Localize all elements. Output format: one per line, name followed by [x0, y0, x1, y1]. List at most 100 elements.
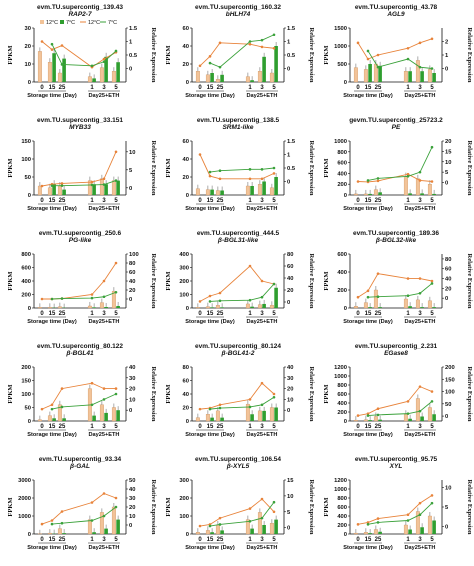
x-tick-label: 5: [430, 85, 434, 91]
x-tick-label: 3: [102, 424, 106, 430]
bar-7c: [250, 186, 254, 195]
series-12c-point: [430, 390, 434, 393]
series-7c-point: [430, 145, 434, 149]
series-12c-point: [356, 523, 360, 526]
y-tick-label-left: 20: [183, 175, 189, 181]
y-tick-label-right: 80: [129, 261, 135, 267]
bar-7c: [52, 53, 56, 82]
x-group-label-storage: Storage time (Day): [185, 432, 235, 438]
chart-subtitle: RAP2-7: [68, 11, 92, 18]
series-12c-point: [218, 41, 222, 45]
bar-12c: [215, 410, 220, 422]
bar-7c: [378, 192, 382, 195]
y-tick-label-right: 1.5: [287, 26, 296, 32]
series-7c-point: [406, 57, 410, 61]
series-12c-point: [208, 294, 212, 298]
y-axis-label-right: Relative Expression: [466, 141, 473, 196]
y-tick-label-left: 0: [186, 80, 189, 86]
series-7c-point: [218, 406, 222, 410]
x-tick-label: 3: [418, 537, 422, 543]
bar-12c: [87, 76, 92, 83]
y-axis-label-left: FPKM: [7, 497, 14, 516]
bar-12c: [269, 72, 274, 83]
x-tick-label: 5: [114, 424, 118, 430]
series-7c-point: [272, 166, 276, 170]
y-tick-label-right: 40: [287, 276, 293, 282]
y-tick-label-left: 40: [183, 44, 189, 50]
bar-12c: [373, 529, 378, 535]
x-group-label-storage: Storage time (Day): [343, 93, 393, 99]
series-12c-point: [60, 510, 64, 513]
series-7c-point: [50, 407, 54, 411]
bar-12c: [205, 530, 210, 535]
chart-title: evm.TU.supercontig_160.32: [195, 4, 281, 11]
y-tick-label-right: 0: [287, 300, 290, 306]
series-7c-point: [248, 405, 252, 409]
series-12c-point: [272, 172, 276, 175]
series-12c-point: [60, 182, 64, 185]
chart-panel: evm.TU.supercontig_80.122 β-BGL41 FPKM Rela…: [0, 339, 158, 452]
series-12c-line: [41, 492, 117, 525]
y-tick-label-left: 100: [179, 514, 189, 520]
series-7c-point: [102, 514, 106, 518]
x-group-label-storage: Storage time (Day): [185, 319, 235, 325]
y-axis-label-right: Relative Expression: [150, 254, 157, 309]
bar-7c: [368, 193, 372, 195]
y-tick-label-right: 1: [129, 40, 133, 46]
series-7c-point: [418, 170, 422, 174]
series-12c-point: [418, 501, 422, 505]
y-axis-label-left: FPKM: [323, 271, 330, 290]
bar-7c: [262, 56, 266, 82]
y-tick-label-left: 0: [344, 80, 347, 86]
series-12c-point: [248, 42, 252, 46]
y-tick-label-right: 40: [445, 277, 451, 283]
x-tick-label: 3: [260, 85, 264, 91]
y-tick-label-left: 1000: [334, 139, 347, 145]
chart-subtitle: PG-like: [69, 237, 92, 244]
y-tick-label-right: 150: [445, 377, 455, 383]
y-tick-label-right: 40: [129, 279, 135, 285]
bar-12c: [415, 299, 420, 309]
bar-7c: [274, 287, 278, 308]
bar-12c: [205, 74, 210, 83]
series-12c-line: [199, 382, 275, 410]
series-7c-point: [260, 403, 264, 407]
y-tick-label-left: 60: [183, 139, 189, 145]
series-7c-line: [209, 501, 275, 527]
y-tick-label-right: 2: [445, 40, 448, 46]
x-group-label-eth: Day25+ETH: [89, 93, 120, 99]
y-tick-label-right: 60: [129, 270, 135, 276]
x-group-label-eth: Day25+ETH: [89, 206, 120, 212]
bar-7c: [368, 64, 372, 82]
bar-12c: [427, 184, 432, 196]
y-tick-label-right: 20: [445, 286, 451, 292]
x-tick-label: 5: [430, 424, 434, 430]
x-tick-label: 3: [102, 85, 106, 91]
y-axis-label-left: FPKM: [7, 271, 14, 290]
bar-12c: [215, 190, 220, 196]
y-tick-label-left: 800: [337, 150, 347, 156]
bar-12c: [353, 532, 358, 535]
x-tick-label: 3: [102, 311, 106, 317]
series-7c-line: [367, 502, 433, 525]
series-12c-point: [366, 412, 370, 415]
series-12c-point: [40, 184, 44, 188]
series-12c-point: [102, 279, 106, 283]
bar-12c: [87, 305, 92, 309]
series-7c-point: [102, 60, 106, 64]
series-12c-point: [50, 519, 54, 522]
x-tick-label: 3: [260, 198, 264, 204]
series-7c-point: [366, 523, 370, 526]
bar-12c: [99, 67, 104, 83]
y-tick-label-right: 20: [287, 288, 293, 294]
series-12c-point: [406, 46, 410, 50]
x-tick-label: 5: [430, 198, 434, 204]
bar-12c: [47, 532, 52, 535]
bar-12c: [57, 306, 62, 309]
bar-7c: [250, 528, 254, 534]
y-tick-label-right: 10: [445, 160, 451, 166]
bar-7c: [250, 306, 254, 308]
series-12c-point: [102, 492, 106, 495]
series-12c-point: [218, 291, 222, 295]
y-tick-label-right: 20: [129, 387, 135, 393]
